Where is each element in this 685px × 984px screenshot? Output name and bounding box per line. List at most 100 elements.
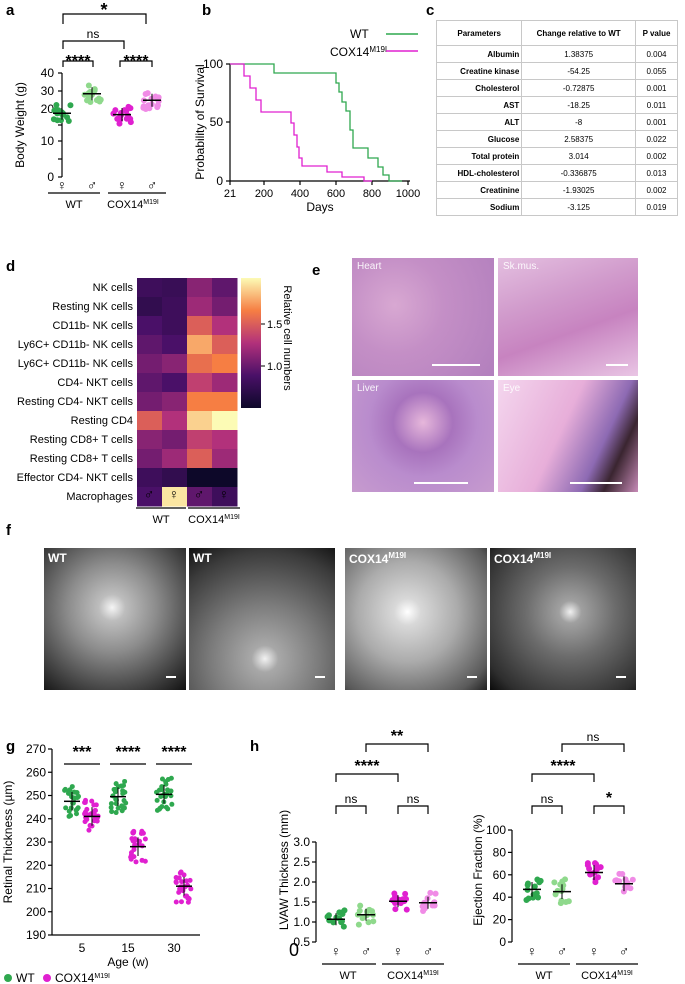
c-cell-parameter: Total protein bbox=[435, 147, 523, 165]
h1-bracket bbox=[335, 773, 399, 782]
h1-dot bbox=[432, 890, 439, 897]
a-sig-top: * bbox=[100, 0, 107, 20]
c-cell-parameter: Glucose bbox=[435, 130, 523, 148]
h1-ytick: 0.5 bbox=[293, 935, 310, 949]
g-dot bbox=[187, 877, 193, 883]
g-dot bbox=[177, 870, 183, 876]
c-cell-pvalue: 0.001 bbox=[635, 113, 678, 131]
g-dot bbox=[132, 842, 138, 848]
g-dot bbox=[142, 836, 148, 842]
g-dot bbox=[115, 805, 121, 811]
h2-bracket bbox=[531, 805, 563, 814]
c-cell-pvalue: 0.011 bbox=[635, 96, 678, 114]
histo-skmus: Sk.mus. bbox=[498, 258, 638, 376]
h2-ytick: 60 bbox=[493, 868, 507, 882]
g-dot bbox=[179, 879, 185, 885]
histo-liver: Liver bbox=[352, 380, 494, 492]
h1-ytick: 3.0 bbox=[293, 835, 310, 849]
h2-dot bbox=[622, 876, 629, 883]
h2-dot bbox=[620, 888, 627, 895]
h2-sex-label: ♀ bbox=[527, 943, 538, 959]
h2-ylabel: Ejection Fraction (%) bbox=[471, 814, 485, 925]
g-dot bbox=[119, 803, 125, 809]
d-cell bbox=[162, 487, 188, 507]
c-cell-change: -3.125 bbox=[521, 198, 636, 216]
histo-liver-title: Liver bbox=[357, 383, 379, 394]
c-cell-pvalue: 0.013 bbox=[635, 164, 678, 182]
g-xtick: 15 bbox=[121, 941, 135, 955]
d-cell bbox=[187, 487, 213, 507]
g-xtick: 5 bbox=[79, 941, 86, 955]
h2-sex-label: ♂ bbox=[557, 943, 568, 959]
g-dot bbox=[173, 879, 179, 885]
g-legend-cox-marker bbox=[43, 974, 51, 982]
g-ytick: 240 bbox=[26, 812, 46, 826]
h2-ytick: 0 bbox=[499, 935, 506, 949]
h1-bracket bbox=[335, 805, 367, 814]
d-cell bbox=[212, 316, 238, 336]
histo-eye: Eye bbox=[498, 380, 638, 492]
h2-sig: * bbox=[606, 790, 613, 807]
g-dot bbox=[86, 827, 92, 833]
c-row: Glucose 2.58375 0.022 bbox=[435, 130, 678, 148]
d-col-label: ♀ bbox=[219, 486, 230, 502]
g-sig: **** bbox=[162, 744, 188, 761]
g-dot bbox=[108, 801, 114, 807]
b-xtick: 400 bbox=[291, 188, 309, 200]
a-dot bbox=[110, 110, 117, 117]
scale-bar bbox=[467, 676, 477, 678]
g-dot bbox=[73, 811, 79, 817]
c-cell-change: -54.25 bbox=[521, 62, 636, 80]
h1-sex-label: ♂ bbox=[423, 943, 434, 959]
b-legend-wt: WT bbox=[350, 27, 369, 41]
h1-bracket bbox=[397, 805, 429, 814]
c-cell-pvalue: 0.002 bbox=[635, 147, 678, 165]
h2-dot bbox=[536, 879, 543, 886]
h2-sex-label: ♀ bbox=[589, 943, 600, 959]
c-cell-pvalue: 0.002 bbox=[635, 181, 678, 199]
g-dot bbox=[188, 886, 194, 892]
h2-dot bbox=[559, 878, 566, 885]
c-cell-change: -1.93025 bbox=[521, 181, 636, 199]
c-cell-pvalue: 0.004 bbox=[635, 45, 678, 63]
fundus-title: WT bbox=[48, 551, 67, 565]
c-cell-pvalue: 0.055 bbox=[635, 62, 678, 80]
d-cell bbox=[162, 354, 188, 374]
h1-ytick: 2.0 bbox=[293, 875, 310, 889]
g-xlabel: Age (w) bbox=[107, 955, 148, 969]
histo-heart-title: Heart bbox=[357, 261, 382, 272]
d-row-label: CD4- NKT cells bbox=[57, 377, 133, 389]
a-ytick: 0 bbox=[47, 170, 54, 184]
c-row: HDL-cholesterol -0.336875 0.013 bbox=[435, 164, 678, 182]
c-row: Creatine kinase -54.25 0.055 bbox=[435, 62, 678, 80]
a-ylabel: Body Weight (g) bbox=[13, 82, 27, 168]
a-dot bbox=[142, 91, 149, 98]
a-dot bbox=[145, 102, 152, 109]
d-row-label: Resting CD4- NKT cells bbox=[17, 396, 133, 408]
d-cell bbox=[137, 430, 163, 450]
d-cell bbox=[187, 411, 213, 431]
h2-ytick: 100 bbox=[486, 823, 506, 837]
g-legend-wt-marker bbox=[4, 974, 12, 982]
b-xtick: 600 bbox=[327, 188, 345, 200]
b-xtick: 21 bbox=[224, 188, 236, 200]
c-cell-change: -18.25 bbox=[521, 96, 636, 114]
h1-sig: ns bbox=[407, 792, 420, 806]
g-dot bbox=[159, 784, 165, 790]
a-group-cox: COX14M19I bbox=[107, 199, 159, 211]
d-cell bbox=[212, 297, 238, 317]
fundus-title: WT bbox=[193, 551, 212, 565]
h1-bracket bbox=[365, 743, 429, 752]
fundus-wt-2: WT bbox=[189, 548, 335, 690]
h1-sex-label: ♂ bbox=[361, 943, 372, 959]
b-legend-cox: COX14M19I bbox=[330, 45, 387, 59]
d-cell bbox=[162, 316, 188, 336]
h1-dot bbox=[392, 893, 399, 900]
h-group-cox: COX14M19I bbox=[581, 970, 633, 982]
h1-ytick: 1.5 bbox=[293, 895, 310, 909]
g-ytick: 190 bbox=[26, 928, 46, 942]
g-dot bbox=[132, 836, 138, 842]
g-dot bbox=[154, 789, 160, 795]
a-male-wt: ♂ bbox=[87, 177, 98, 193]
h1-dot bbox=[341, 907, 348, 914]
